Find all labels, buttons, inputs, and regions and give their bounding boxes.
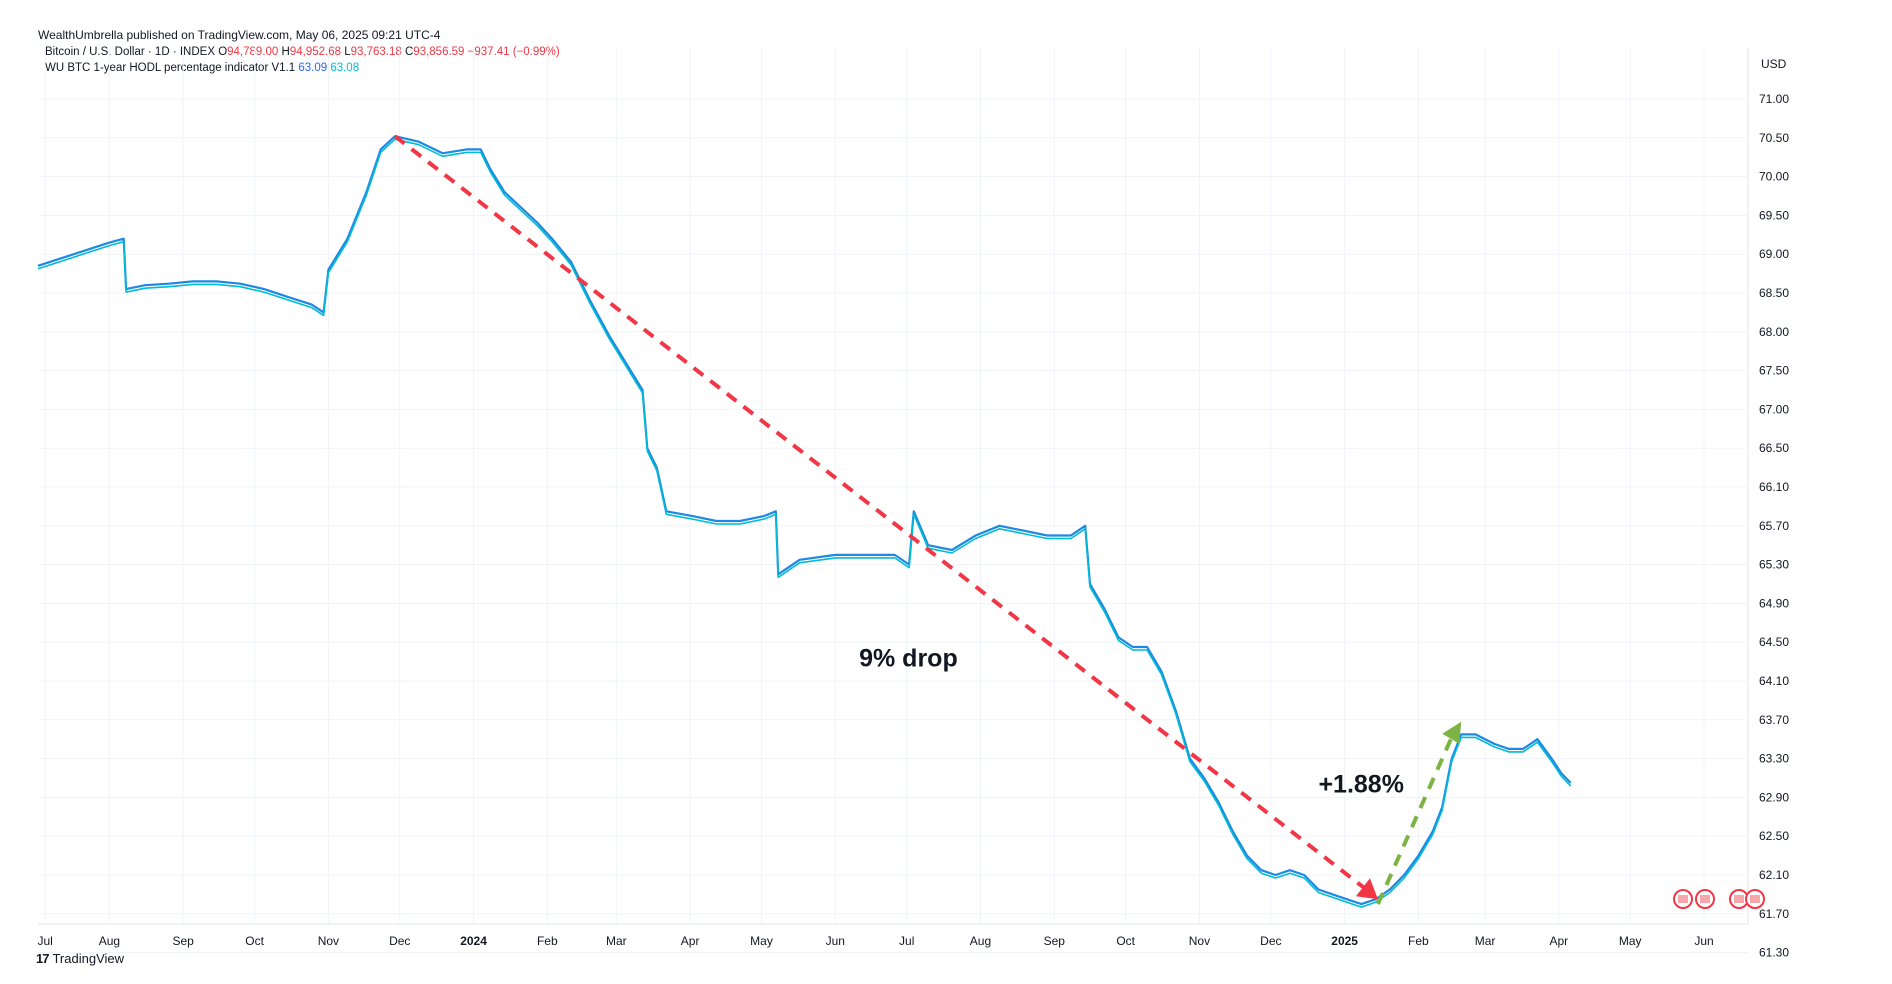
x-tick-label: Dec: [389, 934, 410, 948]
indicator-label[interactable]: WU BTC 1-year HODL percentage indicator …: [45, 62, 296, 74]
indicator-legend: WU BTC 1-year HODL percentage indicator …: [45, 62, 359, 74]
y-tick-label: 70.00: [1759, 170, 1789, 184]
y-tick-label: 66.10: [1759, 480, 1789, 494]
event-flags: [1673, 889, 1765, 909]
close-label: C: [404, 46, 414, 58]
y-tick-label: 66.50: [1759, 441, 1789, 455]
x-tick-label: Oct: [245, 934, 264, 948]
y-tick-label: 64.50: [1759, 635, 1789, 649]
x-tick-label: May: [750, 934, 773, 948]
x-axis: Jul Aug Sep Oct Nov Dec 2024 Feb Mar Apr May Jun Jul…: [37, 934, 1713, 948]
y-tick-label: 62.50: [1759, 829, 1789, 843]
down-arrow-head: [1355, 878, 1378, 900]
x-tick-label: 2024: [460, 934, 487, 948]
close-value: 93,856.59: [413, 46, 465, 58]
symbol-label[interactable]: Bitcoin / U.S. Dollar · 1D · INDEX: [45, 46, 215, 58]
x-tick-label: Mar: [606, 934, 627, 948]
gain-annotation: +1.88%: [1318, 771, 1404, 799]
y-tick-label: 61.70: [1759, 907, 1789, 921]
low-label: L: [344, 46, 351, 58]
x-tick-label: Mar: [1475, 934, 1496, 948]
y-tick-label: 62.90: [1759, 790, 1789, 804]
y-tick-label: 68.00: [1759, 325, 1789, 339]
x-tick-label: Jul: [899, 934, 914, 948]
tradingview-logo-icon: 17: [36, 951, 50, 966]
x-tick-label: 2025: [1331, 934, 1358, 948]
event-flag-mark: [1700, 895, 1710, 903]
y-tick-label: 64.90: [1759, 596, 1789, 610]
down-trend-arrow: [393, 134, 1368, 891]
y-tick-label: 69.50: [1759, 208, 1789, 222]
y-tick-label: 65.70: [1759, 519, 1789, 533]
y-axis: 71.00 70.50 70.00 69.50 69.00 68.50 68.00 67.50…: [1759, 57, 1789, 960]
up-trend-arrow: [1376, 732, 1456, 905]
y-tick-label: 63.30: [1759, 752, 1789, 766]
event-flag-mark: [1734, 895, 1744, 903]
event-flag-mark: [1678, 895, 1688, 903]
x-tick-label: Dec: [1260, 934, 1281, 948]
x-tick-label: Nov: [1189, 934, 1210, 948]
indicator-value-2: 63.08: [330, 62, 360, 74]
high-label: H: [281, 46, 290, 58]
x-tick-label: Aug: [99, 934, 120, 948]
y-tick-label: 62.10: [1759, 868, 1789, 882]
x-tick-label: Jun: [826, 934, 845, 948]
x-tick-label: Apr: [1549, 934, 1568, 948]
chart-grid: [38, 48, 1749, 954]
series-lines: [37, 135, 1572, 908]
annotations: 9% drop +1.88%: [393, 134, 1462, 905]
x-tick-label: Oct: [1116, 934, 1135, 948]
x-tick-label: Jun: [1694, 934, 1713, 948]
x-tick-label: Feb: [1408, 934, 1429, 948]
y-tick-label: 68.50: [1759, 286, 1789, 300]
y-tick-label: 69.00: [1759, 247, 1789, 261]
y-tick-label: 70.50: [1759, 131, 1789, 145]
x-tick-label: Jul: [37, 934, 52, 948]
x-tick-label: May: [1619, 934, 1642, 948]
hodl-line: [37, 135, 1572, 906]
x-tick-label: Sep: [173, 934, 195, 948]
open-value: 94,789.00: [227, 46, 279, 58]
y-tick-label: 67.50: [1759, 364, 1789, 378]
x-tick-label: Feb: [537, 934, 558, 948]
x-tick-label: Aug: [970, 934, 991, 948]
publisher-caption: WealthUmbrella published on TradingView.…: [38, 28, 441, 42]
x-tick-label: Sep: [1044, 934, 1066, 948]
y-tick-label: 65.30: [1759, 558, 1789, 572]
y-tick-label: 67.00: [1759, 402, 1789, 416]
brand-label: TradingView: [52, 951, 125, 966]
change-value: −937.41 (−0.99%): [467, 46, 560, 58]
y-tick-label: 71.00: [1759, 92, 1789, 106]
price-legend: Bitcoin / U.S. Dollar · 1D · INDEX O94,7…: [45, 46, 560, 58]
y-tick-label: 63.70: [1759, 713, 1789, 727]
x-tick-label: Apr: [681, 934, 700, 948]
currency-label: USD: [1761, 57, 1787, 71]
y-tick-label: 64.10: [1759, 674, 1789, 688]
hodl-signal-line: [37, 138, 1572, 908]
low-value: 93,763.18: [350, 46, 402, 58]
indicator-value-1: 63.09: [298, 62, 328, 74]
tradingview-brand: 17 TradingView: [36, 951, 124, 966]
up-arrow-head: [1442, 721, 1462, 744]
open-label: O: [218, 46, 228, 58]
x-tick-label: Nov: [318, 934, 339, 948]
y-tick-label: 61.30: [1759, 946, 1789, 960]
event-flag-mark: [1750, 895, 1760, 903]
drop-annotation: 9% drop: [859, 644, 958, 672]
